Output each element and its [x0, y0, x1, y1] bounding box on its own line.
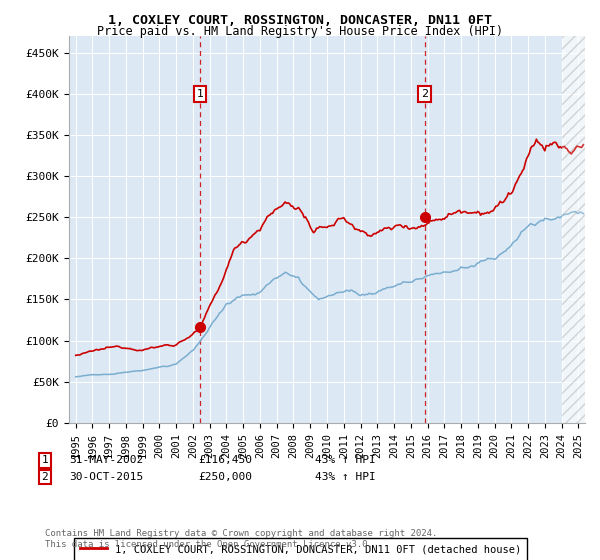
Text: Contains HM Land Registry data © Crown copyright and database right 2024.
This d: Contains HM Land Registry data © Crown c…	[45, 529, 437, 549]
Text: 31-MAY-2002: 31-MAY-2002	[69, 455, 143, 465]
Text: 2: 2	[41, 472, 49, 482]
Text: 2: 2	[421, 89, 428, 99]
Bar	[562, 36, 585, 423]
Text: £250,000: £250,000	[198, 472, 252, 482]
Text: 1: 1	[41, 455, 49, 465]
Text: 43% ↑ HPI: 43% ↑ HPI	[315, 472, 376, 482]
Legend: 1, COXLEY COURT, ROSSINGTON, DONCASTER, DN11 0FT (detached house), HPI: Average : 1, COXLEY COURT, ROSSINGTON, DONCASTER, …	[74, 538, 527, 560]
Text: 30-OCT-2015: 30-OCT-2015	[69, 472, 143, 482]
Text: 1: 1	[197, 89, 203, 99]
Text: £116,450: £116,450	[198, 455, 252, 465]
Text: 1, COXLEY COURT, ROSSINGTON, DONCASTER, DN11 0FT: 1, COXLEY COURT, ROSSINGTON, DONCASTER, …	[108, 14, 492, 27]
Text: Price paid vs. HM Land Registry's House Price Index (HPI): Price paid vs. HM Land Registry's House …	[97, 25, 503, 38]
Text: 43% ↑ HPI: 43% ↑ HPI	[315, 455, 376, 465]
